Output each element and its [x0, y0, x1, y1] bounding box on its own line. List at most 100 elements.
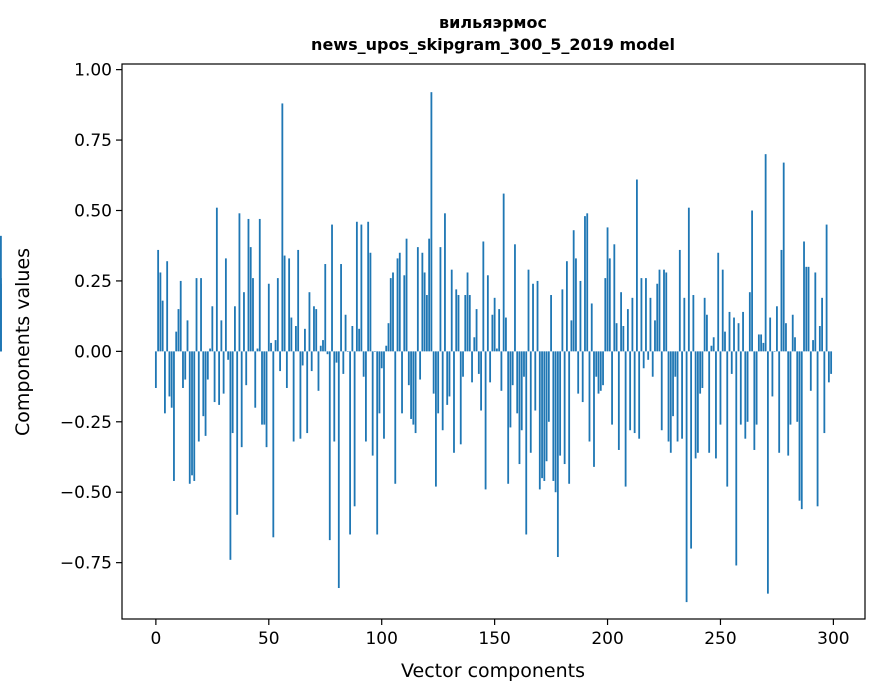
- bar: [742, 311, 744, 352]
- bar: [699, 351, 702, 394]
- bar: [830, 351, 833, 374]
- bar: [455, 289, 458, 352]
- bar: [728, 311, 731, 352]
- bar: [164, 351, 166, 414]
- bar: [755, 351, 758, 425]
- bar: [541, 351, 543, 479]
- bar: [486, 275, 489, 352]
- bar: [812, 340, 814, 352]
- bar: [814, 272, 817, 352]
- plot-frame: [121, 63, 866, 620]
- bar: [340, 264, 342, 352]
- bar: [669, 351, 672, 453]
- bar: [224, 258, 227, 352]
- bar: [703, 297, 706, 352]
- bar: [823, 351, 826, 434]
- bar: [252, 278, 254, 352]
- bar: [827, 351, 830, 383]
- bar: [514, 244, 516, 352]
- bar: [177, 309, 180, 352]
- x-tick-label: 300: [817, 629, 849, 649]
- bar: [766, 351, 769, 594]
- y-tick-label: 0.00: [74, 342, 112, 362]
- bar: [288, 258, 291, 352]
- bar: [825, 224, 828, 352]
- bar: [175, 331, 178, 352]
- bar: [218, 351, 221, 405]
- bar: [681, 351, 683, 439]
- bar: [595, 351, 598, 377]
- bar: [229, 351, 232, 560]
- bar: [730, 351, 733, 374]
- bar: [213, 351, 216, 403]
- bar: [575, 258, 577, 352]
- bar: [746, 351, 749, 422]
- bar: [640, 278, 643, 352]
- bar: [462, 351, 464, 377]
- bar: [821, 297, 823, 352]
- bar: [362, 351, 365, 377]
- x-tick-label: 50: [258, 629, 280, 649]
- y-axis-label: Components values: [12, 248, 34, 436]
- bar: [407, 351, 410, 386]
- bar: [529, 351, 532, 453]
- bar: [385, 345, 388, 352]
- bar: [647, 351, 650, 360]
- bar: [154, 351, 157, 388]
- bar: [676, 351, 679, 442]
- bar: [173, 351, 175, 481]
- bar: [561, 289, 564, 352]
- bar: [708, 351, 711, 453]
- bar: [326, 351, 329, 355]
- bar: [272, 351, 275, 538]
- bar: [726, 351, 729, 487]
- x-tick-label: 150: [478, 629, 510, 649]
- bar: [265, 351, 268, 448]
- bar: [466, 272, 469, 352]
- bar: [737, 323, 740, 352]
- bar: [706, 314, 708, 352]
- bar: [448, 351, 451, 397]
- bar: [209, 348, 211, 352]
- bar: [633, 351, 636, 434]
- bar: [611, 351, 613, 425]
- bar: [800, 351, 803, 510]
- bar: [482, 241, 485, 352]
- bar: [193, 351, 196, 481]
- bar: [527, 269, 530, 352]
- bar: [197, 351, 200, 442]
- bar: [310, 351, 313, 372]
- bar: [545, 351, 548, 462]
- bar: [523, 351, 525, 377]
- bar: [290, 317, 293, 352]
- bar: [776, 306, 778, 352]
- bar: [631, 297, 634, 352]
- bar: [317, 351, 320, 391]
- bar: [638, 351, 641, 439]
- bar: [403, 275, 406, 352]
- bar: [645, 278, 647, 352]
- bar: [285, 351, 288, 388]
- bar: [182, 351, 184, 388]
- bar: [785, 323, 787, 352]
- bar: [270, 342, 272, 352]
- bar: [283, 255, 286, 352]
- bar: [328, 351, 331, 541]
- bars-group: [0, 92, 833, 603]
- bar: [667, 351, 670, 442]
- bar: [240, 351, 243, 448]
- bar: [333, 351, 336, 442]
- bar: [421, 252, 424, 352]
- bar: [778, 351, 781, 453]
- bar: [459, 351, 462, 445]
- bar: [606, 227, 609, 352]
- bar: [744, 351, 747, 439]
- bar: [324, 264, 327, 352]
- x-tick-label: 100: [365, 629, 397, 649]
- bar: [206, 351, 209, 380]
- bar: [642, 351, 645, 369]
- bar: [401, 351, 403, 414]
- bar: [780, 249, 783, 352]
- bar: [475, 309, 478, 352]
